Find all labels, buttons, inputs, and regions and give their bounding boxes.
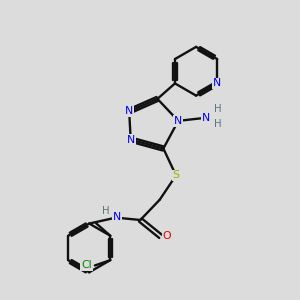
Text: H: H bbox=[102, 206, 110, 216]
Text: N: N bbox=[213, 78, 221, 88]
Text: N: N bbox=[174, 116, 182, 126]
Text: O: O bbox=[163, 231, 171, 241]
Text: H: H bbox=[214, 119, 221, 129]
Text: N: N bbox=[125, 106, 133, 116]
Text: N: N bbox=[202, 113, 210, 123]
Text: H: H bbox=[214, 104, 221, 114]
Text: N: N bbox=[127, 135, 135, 145]
Text: S: S bbox=[172, 170, 179, 180]
Text: N: N bbox=[113, 212, 122, 222]
Text: Cl: Cl bbox=[81, 260, 92, 271]
